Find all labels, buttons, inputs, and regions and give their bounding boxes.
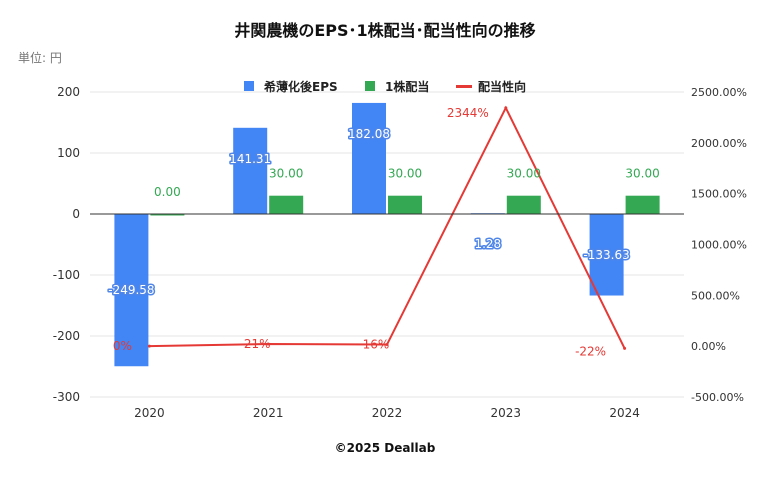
x-tick-label: 2024 [609,406,640,420]
y-right-tick-label: 500.00% [691,289,740,302]
x-tick-label: 2023 [491,406,522,420]
legend: 希薄化後EPS 1株配当 配当性向 [244,79,526,94]
dividend-data-label: 30.00 [625,167,659,181]
dividend-data-label: 0.00 [154,185,181,199]
y-left-tick-label: -100 [53,268,80,282]
footer-credit: ©2025 Deallab [335,441,436,455]
labels-layer: -249.58 141.31 182.08 1.28 -133.63 0.00 30.00 3… [107,106,660,359]
axes-layer: 200 100 0 -100 -200 -300 2500.00% 2000.00% 1500.… [53,85,747,420]
payout-ratio-data-label: 0% [113,339,132,353]
payout-ratio-line [149,105,626,349]
eps-data-label: 141.31 [229,152,271,166]
eps-data-label: 1.28 [474,237,501,251]
y-left-tick-label: -300 [53,390,80,404]
dividend-bar [625,195,660,214]
x-tick-label: 2022 [372,406,403,420]
y-left-tick-label: -200 [53,329,80,343]
bars-layer [114,102,660,367]
dividend-bar [506,195,541,214]
dividend-data-label: 30.00 [269,167,303,181]
eps-bar [114,214,149,367]
y-left-tick-label: 100 [57,146,80,160]
y-left-tick-label: 0 [72,207,80,221]
payout-ratio-point [504,106,508,110]
payout-ratio-point [266,342,270,346]
legend-label: 配当性向 [478,79,526,94]
y-right-tick-label: -500.00% [691,391,744,404]
y-right-tick-label: 2000.00% [691,137,747,150]
dividend-bar [388,195,422,214]
payout-ratio-data-label: 16% [363,338,390,352]
legend-swatch [244,81,254,91]
dividend-data-label: 30.00 [388,167,422,181]
eps-data-label: -249.58 [108,283,154,297]
grid-layer [90,91,684,398]
eps-bar [589,214,624,296]
y-left-tick-label: 200 [57,85,80,99]
line-layer [147,105,627,350]
eps-data-label: -133.63 [583,248,629,262]
eps-data-label: 182.08 [348,127,390,141]
legend-label: 希薄化後EPS [263,79,338,94]
unit-label: 単位: 円 [18,50,62,65]
y-right-tick-label: 1500.00% [691,188,747,201]
payout-ratio-point [623,346,627,350]
eps-bar [233,127,268,214]
payout-ratio-data-label: 2344% [447,106,489,120]
payout-ratio-data-label: -22% [575,344,606,358]
y-right-tick-label: 2500.00% [691,86,747,99]
payout-ratio-point [385,343,389,347]
dividend-bar [269,195,304,214]
legend-swatch [456,85,472,88]
y-right-tick-label: 1000.00% [691,239,747,252]
legend-swatch [365,81,375,91]
x-tick-label: 2021 [253,406,284,420]
x-tick-label: 2020 [134,406,165,420]
dividend-data-label: 30.00 [507,167,541,181]
legend-label: 1株配当 [385,79,429,94]
y-right-tick-label: 0.00% [691,340,726,353]
payout-ratio-point [147,344,151,348]
chart-title: 井関農機のEPS･1株配当･配当性向の推移 [234,21,535,40]
payout-ratio-data-label: 21% [244,337,271,351]
dividend-bar [150,214,185,216]
eps-bar [352,102,386,214]
